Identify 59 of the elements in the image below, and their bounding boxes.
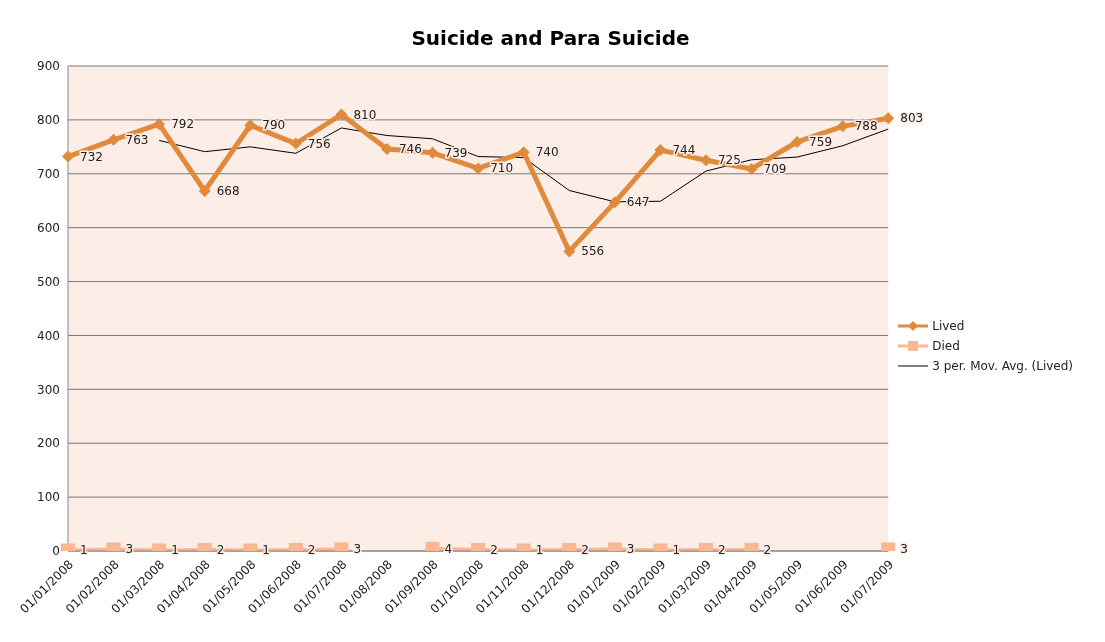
point: [289, 137, 302, 150]
point: [198, 185, 211, 198]
data-label: 2: [216, 542, 225, 557]
data-label: 2: [717, 542, 726, 557]
data-label: 3: [626, 542, 635, 557]
y-tick-label: 800: [37, 113, 60, 128]
data-label: 1: [672, 543, 681, 558]
y-tick-label: 300: [37, 382, 60, 397]
data-label: 2: [581, 542, 589, 557]
data-label: 803: [900, 111, 924, 126]
data-label: 1: [80, 543, 88, 558]
data-label: 1: [535, 543, 544, 558]
y-tick-label: 400: [37, 328, 60, 343]
data-label: 4: [444, 541, 453, 556]
point: [882, 112, 895, 125]
data-label: 2: [763, 542, 772, 557]
data-label: 792: [171, 117, 195, 132]
data-label: 790: [262, 118, 286, 133]
data-label: 556: [581, 244, 605, 259]
data-label: 3: [125, 542, 134, 557]
point: [791, 135, 804, 148]
point: [608, 196, 621, 209]
point: [107, 133, 120, 146]
data-label: 3: [900, 542, 908, 557]
y-tick-label: 700: [37, 167, 60, 182]
data-label: 739: [444, 145, 468, 160]
data-label: 710: [490, 161, 514, 176]
data-label: 3: [353, 542, 362, 557]
point: [62, 150, 74, 163]
y-tick-label: 200: [37, 436, 60, 451]
y-tick-label: 600: [37, 220, 60, 235]
data-label: 1: [262, 543, 270, 558]
legend-label: 3 per. Mov. Avg. (Lived): [932, 359, 1073, 373]
legend-label: Lived: [932, 319, 965, 333]
y-tick-label: 900: [37, 59, 60, 74]
point: [654, 144, 667, 157]
data-label: 744: [672, 143, 696, 158]
data-label: 2: [490, 542, 498, 557]
y-tick-label: 100: [37, 490, 60, 505]
data-label: 810: [353, 107, 377, 122]
data-label: 2: [307, 542, 316, 557]
data-label: 709: [763, 161, 787, 176]
data-label: 759: [809, 134, 833, 149]
data-label: 732: [80, 149, 103, 164]
point: [472, 162, 485, 175]
y-tick-label: 500: [37, 274, 60, 289]
point: [244, 119, 257, 132]
legend-label: Died: [932, 339, 960, 353]
point: [745, 162, 758, 175]
data-label: 668: [216, 184, 240, 199]
chart-title: Suicide and Para Suicide: [410, 25, 691, 52]
y-tick-label: 0: [52, 544, 60, 559]
point: [517, 146, 530, 159]
data-label: 1: [171, 543, 179, 558]
data-label: 740: [535, 145, 559, 160]
point: [335, 108, 348, 121]
point: [563, 245, 576, 258]
data-label: 763: [125, 132, 149, 147]
point: [153, 118, 166, 131]
